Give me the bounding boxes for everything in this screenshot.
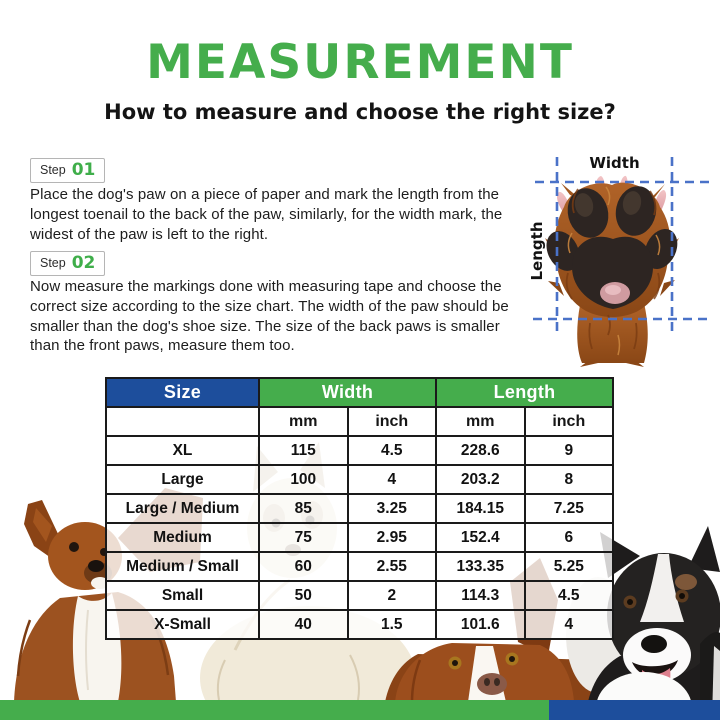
step-2-number: 02 [71,253,96,273]
size-label-cell: XL [105,435,260,466]
table-cell: 203.2 [435,464,526,495]
table-row-small: Small 50 2 114.3 4.5 [105,580,615,611]
paw-measurement-diagram: Width Length [510,147,717,367]
step-2-label: Step [40,256,66,270]
size-column-header: Size [105,377,260,408]
table-cell: 114.3 [435,580,526,611]
step-1-text: Place the dog's paw on a piece of paper … [30,186,503,243]
table-cell: 7.25 [523,493,615,524]
width-column-header: Width [257,377,438,408]
size-label-cell: Small [105,580,260,611]
table-cell: 2.95 [346,522,438,553]
table-cell: 6 [523,522,615,553]
table-cell: 133.35 [435,551,526,582]
border-collie-dog [585,526,720,720]
table-cell: 4.5 [523,580,615,611]
table-cell: 8 [523,464,615,495]
table-row-large-medium: Large / Medium 85 3.25 184.15 7.25 [105,493,615,524]
size-label-cell: X-Small [105,609,260,640]
step-1-label: Step [40,163,66,177]
table-cell: 4 [523,609,615,640]
table-cell: 4 [346,464,438,495]
table-cell: 40 [258,609,349,640]
size-label-cell: Large [105,464,260,495]
size-label-cell: Large / Medium [105,493,260,524]
table-cell: 100 [258,464,349,495]
table-cell: 184.15 [435,493,526,524]
size-label-cell: Medium [105,522,260,553]
table-row-medium: Medium 75 2.95 152.4 6 [105,522,615,553]
table-cell: 2.55 [346,551,438,582]
table-cell: 3.25 [346,493,438,524]
units-empty-cell [105,406,260,437]
length-inch-unit: inch [523,406,615,437]
width-dimension-label: Width [589,154,640,172]
step-1-number: 01 [71,160,96,180]
table-cell: 50 [258,580,349,611]
step-2-badge: Step 02 [30,251,106,276]
table-row-large: Large 100 4 203.2 8 [105,464,615,495]
table-cell: 228.6 [435,435,526,466]
length-dimension-label: Length [528,221,546,281]
table-cell: 152.4 [435,522,526,553]
size-chart-table: Size Width Length mm inch mm inch XL 115… [105,377,615,640]
width-mm-unit: mm [258,406,349,437]
page-subtitle: How to measure and choose the right size… [104,100,616,124]
table-cell: 60 [258,551,349,582]
table-cell: 101.6 [435,609,526,640]
page-title: MEASUREMENT [146,35,574,90]
table-cell: 85 [258,493,349,524]
table-cell: 2 [346,580,438,611]
size-label-cell: Medium / Small [105,551,260,582]
length-mm-unit: mm [435,406,526,437]
table-cell: 115 [258,435,349,466]
table-cell: 4.5 [346,435,438,466]
paw-illustration [533,157,713,367]
table-cell: 75 [258,522,349,553]
table-row-x-small: X-Small 40 1.5 101.6 4 [105,609,615,640]
footer-bar-green [0,700,549,720]
table-cell: 9 [523,435,615,466]
table-row-medium-small: Medium / Small 60 2.55 133.35 5.25 [105,551,615,582]
width-inch-unit: inch [346,406,438,437]
step-1-badge: Step 01 [30,158,106,183]
step-2-text: Now measure the markings done with measu… [30,278,509,355]
table-cell: 1.5 [346,609,438,640]
measurement-dashed-lines [533,157,713,337]
table-cell: 5.25 [523,551,615,582]
table-row-xl: XL 115 4.5 228.6 9 [105,435,615,466]
length-column-header: Length [435,377,615,408]
footer-bar-blue [549,700,720,720]
